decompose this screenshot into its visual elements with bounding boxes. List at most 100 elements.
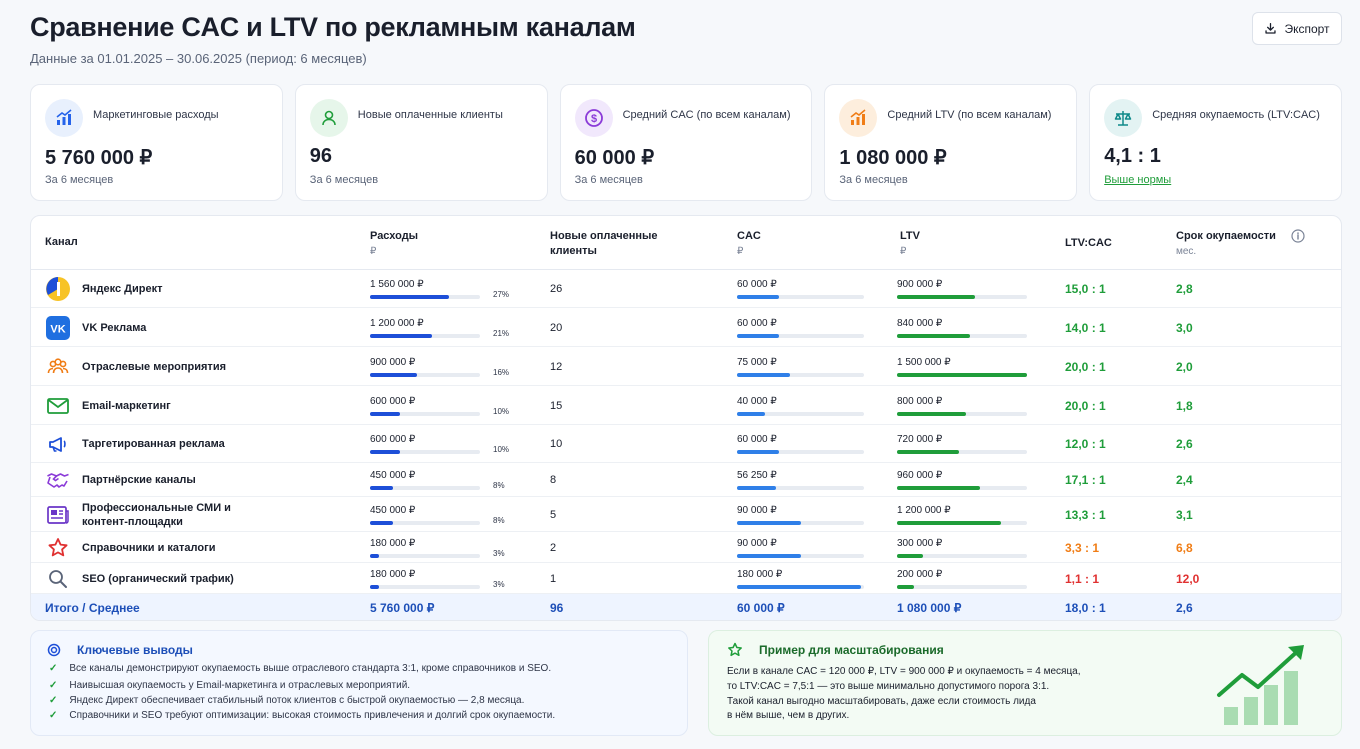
cac-bar-track: [737, 584, 864, 589]
spend-bar: [370, 584, 379, 589]
dollar-coin-icon: $: [574, 99, 613, 137]
ltv-bar-track: [897, 411, 1027, 416]
insight-text: Справочники и SEO требуют оптимизации: в…: [69, 710, 556, 721]
insights-title: Ключевые выводы: [77, 643, 193, 657]
ltv-bar-track: [897, 553, 1027, 558]
kpi-avg-payback: Средняя окупаемость (LTV:CAC) 4,1 : 1 Вы…: [1089, 84, 1342, 201]
above-norm-link[interactable]: Выше нормы: [1104, 174, 1172, 186]
ltv-cac-ratio: 1,1 : 1: [1065, 571, 1100, 586]
spend-value: 450 000 ₽: [370, 504, 416, 516]
kpi-label: Средний CAC (по всем каналам): [622, 109, 791, 121]
cac-value: 60 000 ₽: [737, 279, 777, 290]
user-icon: [309, 99, 348, 137]
total-row: Итого / Среднее 5 760 000 ₽ 96 60 000 ₽ …: [31, 594, 1341, 620]
info-icon[interactable]: [1291, 229, 1305, 243]
cac-bar: [737, 520, 801, 525]
spend-bar: [370, 520, 394, 525]
clients-value: 10: [550, 438, 563, 450]
col-ratio: LTV:CAC: [1065, 237, 1112, 249]
spend-share: 3%: [493, 579, 505, 589]
total-spend: 5 760 000 ₽: [370, 601, 435, 615]
spend-bar: [370, 411, 400, 416]
ltv-bar: [897, 520, 1001, 525]
cac-value: 180 000 ₽: [737, 568, 783, 580]
channel-name: Email-маркетинг: [82, 399, 171, 412]
ltv-bar: [897, 333, 970, 338]
kpi-label: Средняя окупаемость (LTV:CAC): [1152, 109, 1320, 121]
spend-value: 180 000 ₽: [370, 568, 416, 580]
star-icon: [45, 535, 71, 561]
payback-months: 2,4: [1176, 473, 1193, 487]
channel-name: Яндекс Директ: [82, 283, 163, 295]
ltv-bar-track: [897, 333, 1027, 338]
table-row[interactable]: Профессиональные СМИ и контент-площадки 4…: [31, 497, 1341, 532]
export-button[interactable]: Экспорт: [1252, 12, 1342, 45]
cac-bar-track: [737, 450, 864, 454]
ltv-bar: [897, 411, 966, 416]
cac-bar: [737, 584, 862, 589]
kpi-value: 96: [309, 145, 333, 167]
spend-bar-track: [370, 295, 480, 299]
col-spend: Расходы ₽: [370, 229, 418, 259]
table-row[interactable]: VK VK Реклама 1 200 000 ₽ 21% 20 60 000 ₽ 840 …: [31, 308, 1341, 347]
ltv-bar-track: [897, 372, 1027, 377]
payback-months: 3,1: [1176, 507, 1193, 522]
channel-name: Справочники и каталоги: [82, 541, 216, 554]
kpi-marketing-spend: Маркетинговые расходы 5 760 000 ₽ За 6 м…: [30, 84, 283, 201]
download-icon: [1265, 22, 1277, 34]
ltv-cac-ratio: 15,0 : 1: [1065, 282, 1106, 296]
kpi-value: 5 760 000 ₽: [45, 147, 153, 169]
insight-text: Все каналы демонстрируют окупаемость выш…: [69, 663, 552, 674]
spend-bar: [370, 333, 432, 338]
news-icon: [45, 502, 71, 528]
date-range: Данные за 01.01.2025 – 30.06.2025 (перио…: [30, 51, 367, 66]
channel-name: VK Реклама: [82, 321, 147, 334]
spend-share: 3%: [493, 548, 505, 558]
star-outline-icon: [728, 642, 742, 657]
spend-share: 21%: [493, 328, 510, 338]
channel-name: Отраслевые мероприятия: [82, 360, 226, 373]
cac-value: 90 000 ₽: [737, 537, 777, 549]
col-payback-unit: мес.: [1176, 246, 1197, 257]
cac-bar: [737, 372, 791, 377]
col-ltv: LTV ₽: [900, 229, 920, 259]
table-row[interactable]: Email-маркетинг 600 000 ₽ 10% 15 40 000 ₽ 800…: [31, 386, 1341, 425]
table-row[interactable]: Справочники и каталоги 180 000 ₽ 3% 2 90 000…: [31, 532, 1341, 563]
email-icon: [45, 393, 71, 419]
spend-share: 8%: [493, 481, 505, 490]
table-row[interactable]: SEO (органический трафик) 180 000 ₽ 3% 1 180…: [31, 563, 1341, 594]
cac-bar: [737, 411, 765, 416]
spend-bar-track: [370, 372, 480, 377]
kpi-label: Средний LTV (по всем каналам): [887, 109, 1052, 121]
col-payback-label: Срок окупаемости: [1176, 230, 1276, 242]
payback-months: 1,8: [1176, 398, 1193, 413]
chart-growth-icon: [45, 99, 83, 137]
payback-months: 3,0: [1176, 320, 1193, 335]
cac-bar-track: [737, 486, 864, 490]
bar-chart-icon: [839, 99, 878, 137]
ltv-bar-track: [897, 450, 1027, 454]
spend-share: 10%: [493, 406, 510, 416]
insight-text: Наивысшая окупаемость у Email-маркетинга…: [69, 680, 411, 691]
kpi-avg-ltv: Средний LTV (по всем каналам) 1 080 000 …: [824, 84, 1078, 201]
table-header: Канал Расходы ₽ Новые оплаченные клиенты …: [31, 216, 1341, 270]
kpi-value: 60 000 ₽: [574, 147, 655, 169]
table-row[interactable]: Партнёрские каналы 450 000 ₽ 8% 8 56 250 ₽ 96…: [31, 463, 1341, 497]
yandex-direct-icon: [45, 276, 71, 302]
cac-value: 75 000 ₽: [737, 356, 777, 368]
table-row[interactable]: Таргетированная реклама 600 000 ₽ 10% 10 60 …: [31, 425, 1341, 463]
col-payback: Срок окупаемости мес.: [1176, 229, 1276, 259]
spend-value: 450 000 ₽: [370, 470, 416, 481]
total-ratio: 18,0 : 1: [1065, 601, 1106, 615]
cac-bar-track: [737, 333, 864, 338]
table-row[interactable]: Яндекс Директ 1 560 000 ₽ 27% 26 60 000 ₽ 900…: [31, 270, 1341, 308]
ltv-bar-track: [897, 584, 1027, 589]
cac-bar-track: [737, 411, 864, 416]
table-row[interactable]: Отраслевые мероприятия 900 000 ₽ 16% 12 75 0…: [31, 347, 1341, 386]
col-spend-unit: ₽: [370, 246, 377, 257]
page-title: Сравнение CAC и LTV по рекламным каналам: [30, 12, 636, 42]
ltv-value: 200 000 ₽: [897, 568, 943, 580]
ltv-bar-track: [897, 295, 1027, 299]
spend-bar-track: [370, 411, 480, 416]
